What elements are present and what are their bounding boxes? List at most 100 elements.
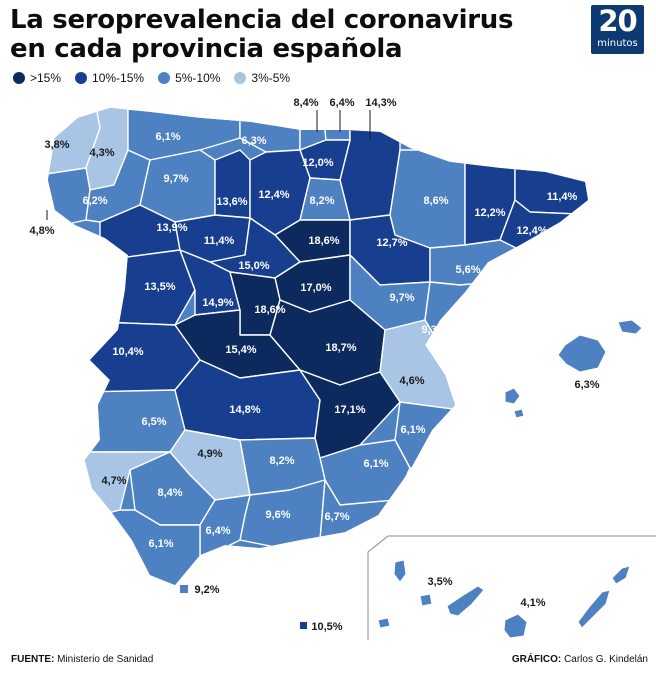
island-gran-canaria [503, 613, 528, 639]
province-label: 15,0% [238, 260, 269, 272]
province-label: 6,1% [155, 131, 180, 143]
province-label: 18,7% [325, 342, 356, 354]
province-label: 8,4% [293, 97, 318, 109]
province-label: 9,6% [265, 509, 290, 521]
province-label: 13,6% [216, 196, 247, 208]
province-label: 4,7% [101, 475, 126, 487]
mainland-provinces [48, 108, 588, 585]
ceuta-marker [180, 585, 188, 593]
province-label: 6,5% [141, 416, 166, 428]
province-label: 17,0% [300, 282, 331, 294]
province-label: 4,6% [399, 375, 424, 387]
province-label: 9,7% [389, 292, 414, 304]
province-label: 14,9% [202, 297, 233, 309]
province-label: 14,3% [365, 97, 396, 109]
province-label: 12,4% [258, 189, 289, 201]
title-line-1: La seroprevalencia del coronavirus [10, 5, 514, 35]
credit-text: Carlos G. Kindelán [564, 654, 648, 665]
legend-swatch [234, 72, 247, 84]
province-label: 6,3% [574, 379, 599, 391]
island-menorca [617, 319, 643, 335]
legend: >15% 10%-15% 5%-10% 3%-5% [13, 70, 304, 86]
province-label: 12,2% [474, 207, 505, 219]
province-label: 11,4% [204, 235, 235, 247]
province-label: 8,2% [269, 455, 294, 467]
province-label: 3,8% [44, 139, 69, 151]
canary-islands [377, 559, 631, 639]
province-label: 6,7% [324, 511, 349, 523]
province-label: 6,2% [82, 195, 107, 207]
island-el-hierro [377, 617, 391, 629]
province-label: 6,1% [400, 424, 425, 436]
province-label: 13,5% [144, 281, 175, 293]
province-label: 3,5% [427, 576, 452, 588]
province-label: 9,2% [194, 584, 219, 596]
legend-swatch [158, 72, 171, 84]
province-label: 6,4% [205, 525, 230, 537]
melilla-marker [300, 622, 307, 629]
legend-label: >15% [30, 71, 62, 85]
brand-logo: 20 minutos [591, 5, 644, 54]
province-label: 13,9% [156, 222, 187, 234]
province-label: 6,1% [363, 458, 388, 470]
province-label: 10,4% [112, 346, 143, 358]
legend-label: 3%-5% [251, 71, 291, 85]
source-text: Ministerio de Sanidad [57, 654, 154, 665]
province-label: 14,8% [229, 404, 260, 416]
province-label: 6,4% [329, 97, 354, 109]
province-label: 4,1% [520, 597, 545, 609]
credit-note: GRÁFICO: Carlos G. Kindelán [512, 654, 648, 665]
province-label: 5,6% [455, 264, 480, 276]
province-label: 9,7% [163, 173, 188, 185]
legend-label: 5%-10% [175, 71, 221, 85]
province-label: 18,6% [308, 235, 339, 247]
island-la-palma [393, 559, 407, 583]
logo-number: 20 [598, 4, 637, 38]
province-tarragona [429, 239, 531, 286]
credit-label: GRÁFICO: [511, 654, 562, 665]
province-label: 12,4% [516, 225, 547, 237]
legend-label: 10%-15% [92, 71, 145, 85]
legend-item-gt15: >15% [13, 71, 61, 85]
province-label: 8,6% [423, 195, 448, 207]
source-label: FUENTE: [11, 654, 55, 665]
leader-lines [46, 110, 371, 220]
province-label: 9,3% [421, 324, 446, 336]
province-label: 10,5% [311, 621, 342, 633]
legend-item-10-15: 10%-15% [75, 71, 144, 85]
canary-inset-frame [367, 535, 656, 640]
province-label: 4,3% [89, 147, 114, 159]
legend-item-5-10: 5%-10% [158, 71, 220, 85]
source-note: FUENTE: Ministerio de Sanidad [11, 654, 153, 665]
map-title: La seroprevalencia del coronavirus en ca… [10, 6, 570, 64]
province-label: 17,1% [334, 404, 365, 416]
title-line-2: en cada provincia española [10, 34, 403, 64]
province-label: 11,4% [547, 191, 578, 203]
province-label: 8,4% [157, 487, 182, 499]
province-label: 6,3% [241, 135, 266, 147]
island-formentera [513, 408, 525, 419]
legend-item-3-5: 3%-5% [234, 71, 290, 85]
province-label: 4,9% [197, 448, 222, 460]
province-girona [514, 149, 588, 216]
province-badajoz [79, 389, 186, 453]
province-label: 4,8% [29, 225, 54, 237]
island-fuerteventura [577, 589, 611, 629]
province-label: 8,2% [309, 195, 334, 207]
logo-word: minutos [597, 38, 638, 49]
island-la-gomera [419, 593, 433, 607]
province-labels: 3,8% 4,3% 6,1% 6,3% 8,4% 6,4% 14,3% 12,0… [29, 97, 599, 633]
legend-swatch [13, 72, 25, 84]
island-ibiza [504, 387, 521, 405]
province-label: 12,0% [302, 157, 333, 169]
island-mallorca [557, 334, 607, 373]
province-label: 6,1% [148, 538, 173, 550]
island-tenerife [446, 585, 485, 617]
province-label: 15,4% [225, 344, 256, 356]
province-label: 18,6% [254, 304, 285, 316]
balearic-islands [504, 319, 643, 419]
legend-swatch [75, 72, 88, 84]
province-label: 12,7% [376, 237, 407, 249]
island-lanzarote [611, 565, 631, 585]
